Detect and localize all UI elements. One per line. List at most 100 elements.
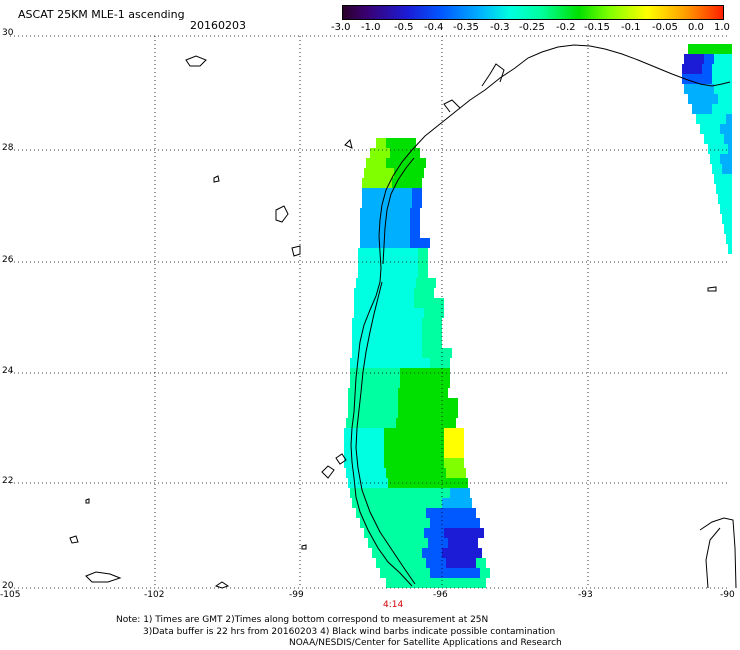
wind-pixel (374, 448, 384, 458)
wind-pixel (716, 114, 726, 124)
wind-pixel (464, 528, 474, 538)
wind-pixel (422, 348, 432, 358)
wind-pixel (422, 548, 432, 558)
wind-pixel (422, 498, 432, 508)
wind-pixel (728, 144, 732, 154)
wind-pixel (386, 158, 396, 168)
wind-pixel (460, 568, 470, 578)
wind-pixel (354, 448, 364, 458)
wind-pixel (384, 308, 394, 318)
wind-pixel (442, 348, 452, 358)
wind-pixel (702, 64, 712, 74)
wind-pixel (442, 498, 452, 508)
wind-pixel (472, 548, 482, 558)
wind-pixel (394, 168, 404, 178)
wind-pixel (402, 338, 412, 348)
wind-pixel (426, 558, 436, 568)
wind-pixel (436, 418, 446, 428)
lon-label: -96 (433, 590, 448, 600)
note-line: 3)Data buffer is 22 hrs from 20160203 4)… (143, 627, 556, 637)
wind-pixel (380, 218, 390, 228)
wind-pixel (406, 508, 416, 518)
wind-pixel (406, 468, 416, 478)
wind-pixel (436, 578, 446, 588)
wind-pixel (364, 298, 374, 308)
wind-pixel (396, 138, 406, 148)
wind-pixel (394, 458, 404, 468)
wind-pixel (384, 528, 394, 538)
wind-pixel (420, 238, 430, 248)
wind-pixel (386, 578, 396, 588)
wind-pixel (476, 558, 486, 568)
wind-pixel (448, 538, 458, 548)
wind-pixel (454, 458, 464, 468)
wind-pixel (358, 388, 368, 398)
colorbar-label: -0.2 (556, 22, 576, 33)
wind-pixel (700, 124, 710, 134)
wind-pixel (450, 568, 460, 578)
wind-pixel (434, 428, 444, 438)
wind-pixel (722, 74, 732, 84)
wind-pixel (378, 268, 388, 278)
wind-pixel (382, 188, 392, 198)
wind-pixel (434, 448, 444, 458)
wind-pixel (726, 234, 732, 244)
wind-pixel (730, 124, 732, 134)
wind-pixel (376, 468, 386, 478)
wind-pixel (422, 338, 432, 348)
wind-pixel (702, 74, 712, 84)
wind-pixel (364, 458, 374, 468)
wind-pixel (390, 208, 400, 218)
wind-pixel (416, 278, 426, 288)
wind-pixel (426, 278, 436, 288)
wind-pixel (462, 548, 472, 558)
wind-pixel (374, 458, 384, 468)
wind-pixel (414, 308, 424, 318)
wind-pixel (698, 44, 708, 54)
note-line: Note: 1) Times are GMT 2)Times along bot… (116, 615, 489, 625)
wind-pixel (424, 438, 434, 448)
wind-pixel (376, 418, 386, 428)
wind-pixel (408, 478, 418, 488)
wind-pixel (386, 468, 396, 478)
wind-pixel (390, 378, 400, 388)
wind-pixel (420, 378, 430, 388)
wind-pixel (412, 328, 422, 338)
wind-pixel (718, 44, 728, 54)
wind-pixel (366, 418, 376, 428)
wind-pixel (368, 398, 378, 408)
wind-pixel (446, 508, 456, 518)
wind-pixel (366, 468, 376, 478)
wind-pixel (372, 318, 382, 328)
wind-pixel (350, 488, 360, 498)
wind-pixel (350, 358, 360, 368)
wind-pixel (418, 268, 428, 278)
wind-pixel (418, 388, 428, 398)
wind-pixel (370, 488, 380, 498)
wind-pixel (440, 568, 450, 578)
wind-pixel (426, 508, 436, 518)
wind-pixel (390, 228, 400, 238)
wind-pixel (346, 418, 356, 428)
wind-pixel (374, 528, 384, 538)
wind-pixel (402, 188, 412, 198)
product-date: 20160203 (190, 19, 246, 32)
wind-pixel (388, 478, 398, 488)
lon-label: -102 (144, 590, 165, 600)
wind-pixel (456, 508, 466, 518)
wind-pixel (440, 488, 450, 498)
wind-pixel (726, 184, 732, 194)
wind-pixel (460, 488, 470, 498)
wind-pixel (352, 498, 362, 508)
wind-pixel (376, 278, 386, 288)
wind-pixel (454, 438, 464, 448)
wind-pixel (384, 168, 394, 178)
wind-pixel (354, 438, 364, 448)
wind-pixel (400, 378, 410, 388)
colorbar-label: 1.0 (714, 22, 730, 33)
wind-pixel (402, 348, 412, 358)
wind-pixel (392, 188, 402, 198)
wind-pixel (398, 408, 408, 418)
wind-pixel (372, 198, 382, 208)
